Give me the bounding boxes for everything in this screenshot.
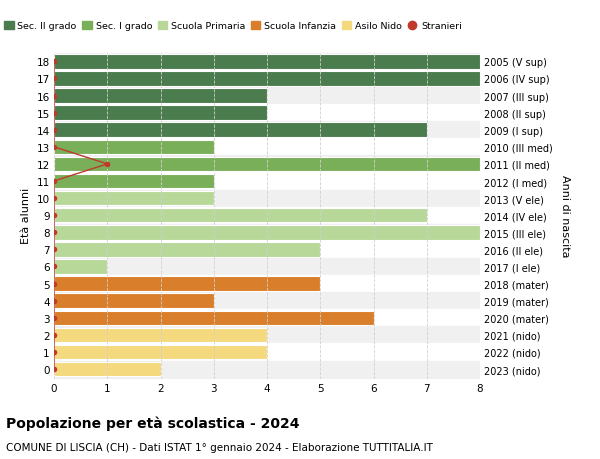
Y-axis label: Età alunni: Età alunni bbox=[21, 188, 31, 244]
Bar bbox=[54, 243, 320, 257]
Bar bbox=[54, 140, 214, 155]
Bar bbox=[54, 190, 480, 207]
Bar bbox=[54, 241, 480, 258]
Legend: Sec. II grado, Sec. I grado, Scuola Primaria, Scuola Infanzia, Asilo Nido, Stran: Sec. II grado, Sec. I grado, Scuola Prim… bbox=[1, 18, 466, 35]
Bar bbox=[54, 157, 480, 172]
Bar bbox=[54, 208, 427, 223]
Bar bbox=[54, 89, 267, 104]
Bar bbox=[54, 207, 480, 224]
Bar bbox=[54, 54, 480, 71]
Bar bbox=[54, 55, 480, 69]
Bar bbox=[54, 260, 107, 274]
Bar bbox=[54, 362, 161, 376]
Bar bbox=[54, 191, 214, 206]
Bar bbox=[54, 309, 480, 327]
Bar bbox=[54, 292, 480, 309]
Bar bbox=[54, 258, 480, 275]
Bar bbox=[54, 327, 480, 344]
Bar bbox=[54, 344, 480, 361]
Bar bbox=[54, 328, 267, 342]
Text: COMUNE DI LISCIA (CH) - Dati ISTAT 1° gennaio 2024 - Elaborazione TUTTITALIA.IT: COMUNE DI LISCIA (CH) - Dati ISTAT 1° ge… bbox=[6, 442, 433, 452]
Bar bbox=[54, 72, 480, 86]
Bar bbox=[54, 173, 480, 190]
Bar bbox=[54, 156, 480, 173]
Y-axis label: Anni di nascita: Anni di nascita bbox=[560, 174, 569, 257]
Bar bbox=[54, 123, 427, 138]
Bar bbox=[54, 105, 480, 122]
Bar bbox=[54, 345, 267, 359]
Bar bbox=[54, 294, 214, 308]
Bar bbox=[54, 174, 214, 189]
Bar bbox=[54, 139, 480, 156]
Bar bbox=[54, 106, 267, 121]
Bar bbox=[54, 225, 480, 240]
Text: Popolazione per età scolastica - 2024: Popolazione per età scolastica - 2024 bbox=[6, 415, 299, 430]
Bar bbox=[54, 88, 480, 105]
Bar bbox=[54, 71, 480, 88]
Bar bbox=[54, 224, 480, 241]
Bar bbox=[54, 277, 320, 291]
Bar bbox=[54, 275, 480, 292]
Bar bbox=[54, 311, 373, 325]
Bar bbox=[54, 122, 480, 139]
Bar bbox=[54, 361, 480, 378]
